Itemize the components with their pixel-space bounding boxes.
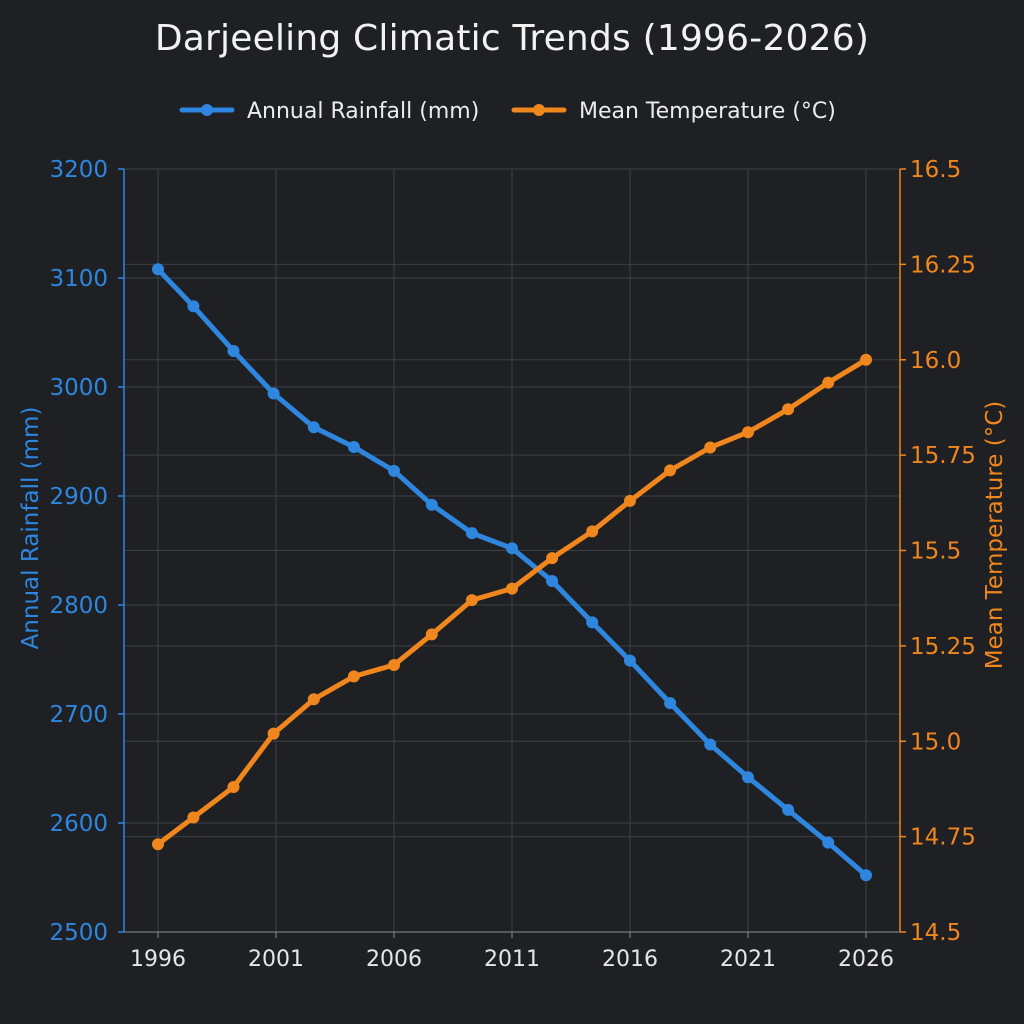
temperature-point	[465, 594, 478, 607]
x-tick-label: 1996	[130, 947, 186, 972]
right-tick-label: 14.5	[910, 920, 961, 946]
legend-label: Annual Rainfall (mm)	[247, 99, 479, 124]
left-tick-label: 3000	[49, 375, 108, 401]
x-tick-label: 2026	[838, 947, 894, 972]
rainfall-point	[347, 441, 360, 453]
rainfall-point	[187, 300, 200, 313]
rainfall-point	[506, 542, 518, 555]
legend-marker	[533, 104, 545, 116]
temperature-point	[227, 781, 240, 793]
temperature-point	[624, 494, 636, 507]
right-tick-label: 15.0	[910, 729, 961, 755]
left-tick-label: 2800	[49, 593, 108, 619]
x-tick-label: 2001	[248, 947, 304, 972]
left-tick-label: 3200	[49, 157, 108, 183]
temperature-point	[704, 441, 717, 454]
rainfall-point	[465, 527, 478, 540]
left-tick-label: 3100	[49, 266, 108, 292]
x-tick-label: 2016	[602, 947, 658, 972]
rainfall-point	[860, 869, 872, 882]
x-tick-label: 2021	[720, 947, 776, 972]
right-tick-label: 16.5	[910, 157, 961, 183]
temperature-point	[347, 670, 360, 683]
temperature-point	[307, 693, 320, 706]
left-axis-title: Annual Rainfall (mm)	[18, 407, 44, 650]
right-tick-label: 16.25	[910, 252, 976, 278]
temperature-point	[152, 838, 164, 851]
rainfall-point	[152, 263, 164, 276]
rainfall-point	[624, 654, 636, 667]
temperature-point	[506, 582, 518, 595]
rainfall-point	[742, 771, 754, 784]
rainfall-point	[388, 464, 400, 477]
left-tick-label: 2900	[49, 484, 108, 510]
legend: Annual Rainfall (mm) Mean Temperature (°C…	[179, 99, 836, 124]
temperature-point	[388, 659, 400, 671]
x-tick-label: 2006	[366, 947, 422, 972]
temperature-point	[860, 353, 872, 366]
x-tick-label: 2011	[484, 947, 540, 972]
right-tick-label: 15.25	[910, 634, 976, 660]
rainfall-point	[425, 498, 438, 511]
right-tick-label: 15.5	[910, 539, 961, 565]
axes: 3200 3100 3000 2900 2800 2700 2600 2500 16.5 16.2…	[18, 157, 1008, 972]
left-tick-label: 2700	[49, 702, 108, 728]
series-layer	[152, 263, 872, 882]
rainfall-point	[267, 387, 280, 400]
right-tick-label: 14.75	[910, 825, 976, 851]
temperature-point	[742, 426, 754, 439]
legend-label: Mean Temperature (°C)	[579, 99, 836, 124]
rainfall-point	[546, 575, 559, 587]
rainfall-point	[822, 836, 835, 849]
left-tick-label: 2600	[49, 811, 108, 837]
chart-title: Darjeeling Climatic Trends (1996-2026)	[154, 18, 870, 59]
temperature-point	[425, 628, 438, 641]
temperature-point	[822, 376, 835, 389]
temperature-point	[546, 552, 559, 565]
rainfall-point	[664, 697, 677, 710]
temperature-point	[187, 811, 200, 824]
temperature-point	[782, 403, 795, 416]
rainfall-point	[704, 738, 717, 751]
temperature-point	[586, 525, 599, 538]
right-axis-title: Mean Temperature (°C)	[982, 401, 1008, 670]
temperature-point	[664, 464, 677, 477]
rainfall-point	[586, 616, 599, 629]
left-tick-label: 2500	[49, 920, 108, 946]
right-tick-label: 16.0	[910, 348, 961, 374]
rainfall-point	[227, 345, 240, 357]
rainfall-point	[307, 421, 320, 434]
legend-marker	[201, 104, 213, 116]
rainfall-point	[782, 803, 795, 816]
temperature-point	[267, 727, 280, 740]
right-tick-label: 15.75	[910, 443, 976, 469]
